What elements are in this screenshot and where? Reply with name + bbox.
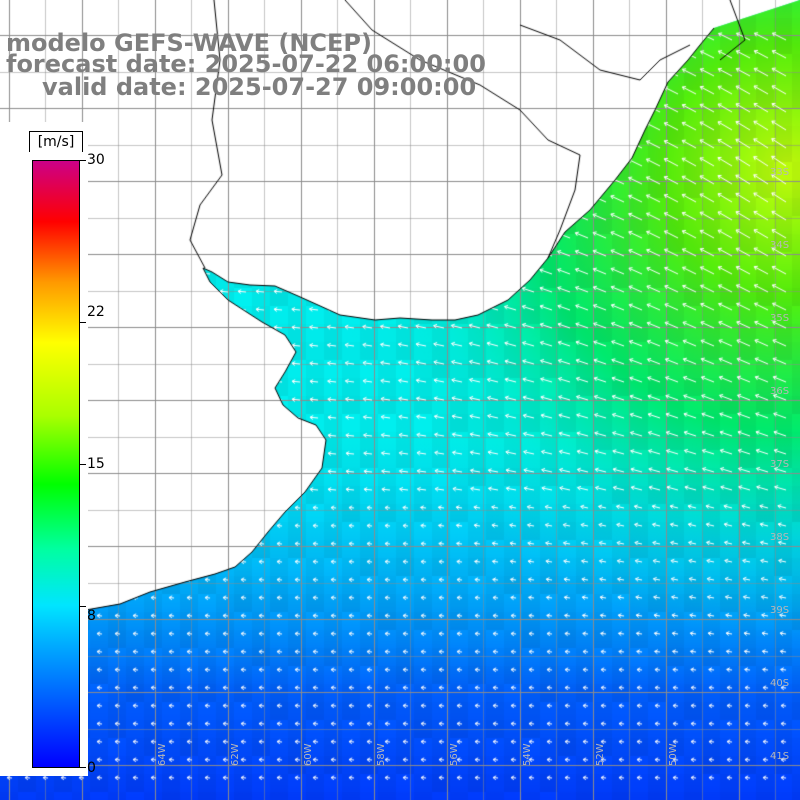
colorbar-gradient — [32, 160, 80, 768]
colorbar-unit: [m/s] — [29, 131, 83, 152]
lat-label: 38S — [770, 532, 790, 543]
colorbar-tick-label: 8 — [87, 608, 96, 624]
lon-label: 60W — [303, 743, 314, 766]
valid-date: valid date: 2025-07-27 09:00:00 — [42, 73, 477, 101]
lon-label: 50W — [668, 743, 679, 766]
model-title: modelo GEFS-WAVE (NCEP) — [6, 29, 372, 57]
lon-label: 62W — [230, 743, 241, 766]
lon-label: 52W — [595, 743, 606, 766]
lon-label: 54W — [522, 743, 533, 766]
colorbar-tickmark — [80, 464, 86, 465]
forecast-date: forecast date: 2025-07-22 06:00:00 — [6, 50, 486, 78]
lat-label: 35S — [770, 313, 790, 324]
colorbar-tick-label: 30 — [87, 152, 105, 168]
lat-label: 36S — [770, 386, 790, 397]
lat-label: 41S — [770, 751, 790, 762]
colorbar-tick-label: 0 — [87, 760, 96, 776]
lat-label: 33S — [770, 167, 790, 178]
colorbar-tick-label: 15 — [87, 456, 105, 472]
lat-label: 40S — [770, 678, 790, 689]
lat-label: 37S — [770, 459, 790, 470]
colorbar-tickmark — [80, 160, 86, 161]
lon-label: 58W — [376, 743, 387, 766]
colorbar-tick-label: 22 — [87, 304, 105, 320]
colorbar-tickmark — [80, 767, 86, 768]
lat-label: 34S — [770, 240, 790, 251]
lat-label: 39S — [770, 605, 790, 616]
lon-label: 64W — [157, 743, 168, 766]
colorbar-tickmark — [80, 322, 86, 323]
colorbar-tickmark — [80, 606, 86, 607]
lon-label: 56W — [449, 743, 460, 766]
